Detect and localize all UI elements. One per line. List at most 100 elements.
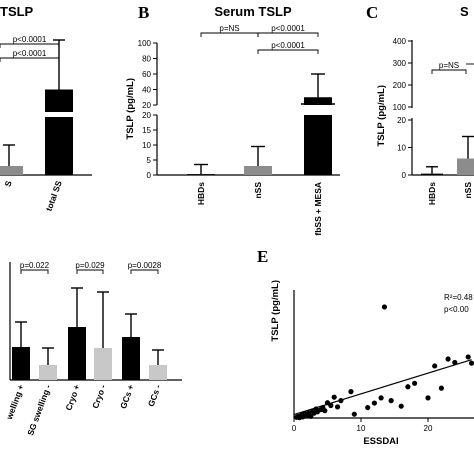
x-tick-label: GCs - — [146, 383, 163, 408]
significance-bracket — [200, 32, 259, 37]
significance-bracket — [20, 269, 49, 274]
y-tick-label: 15 — [142, 126, 151, 135]
x-tick-label: fbSS + MESA — [313, 182, 323, 236]
y-tick-label: 100 — [138, 39, 152, 48]
bar — [39, 365, 57, 380]
y-tick-label: 20 — [142, 111, 151, 120]
significance-bracket-label: p=NS — [439, 61, 459, 70]
data-point — [322, 408, 328, 414]
panel-title: TSLP — [0, 4, 34, 19]
data-point — [452, 359, 458, 366]
x-tick-label: Cryo + — [63, 383, 82, 412]
panel-c: C S 0 10 20 100 200 300 400 TSLP (pg/mL) HBDs nSS p=… — [366, 3, 474, 205]
y-tick-label: 20 — [142, 101, 151, 110]
axis-break-band — [302, 105, 334, 115]
significance-bracket — [0, 57, 60, 62]
data-point — [468, 360, 474, 366]
significance-bracket-label: p<0.0001 — [271, 41, 305, 50]
panel-a: TSLP S total SS p<0.0001 p<0.0001 — [0, 4, 92, 212]
x-tick-label: 0 — [292, 424, 297, 433]
x-tick-label: GCs + — [118, 383, 136, 410]
bar — [94, 348, 112, 380]
significance-bracket-label: p=NS — [219, 24, 239, 33]
y-tick-label: 60 — [142, 70, 151, 79]
axis-break-band — [44, 112, 76, 117]
significance-bracket — [257, 49, 319, 54]
data-point — [465, 354, 471, 360]
data-point — [371, 400, 377, 406]
y-tick-label: 40 — [142, 86, 151, 95]
significance-bracket — [0, 43, 60, 48]
data-point — [398, 403, 404, 409]
panel-e: E 0 10 20 ESSDAI TSLP (pg/mL) R²=0.48 p<0.00 — [257, 247, 474, 447]
panel-title: Serum TSLP — [214, 4, 292, 19]
data-point — [308, 413, 314, 419]
data-point — [365, 404, 371, 411]
panel-letter: C — [366, 3, 378, 22]
x-tick-label: Cryo - — [90, 383, 108, 410]
significance-bracket-label: p=0.022 — [20, 261, 50, 270]
x-tick-label: SG swelling - — [25, 383, 53, 437]
y-tick-label: 80 — [142, 55, 151, 64]
bar — [122, 337, 140, 380]
data-point — [334, 404, 341, 410]
y-tick-label: 0 — [402, 171, 407, 180]
bar — [421, 173, 443, 175]
y-tick-label: 400 — [393, 37, 407, 46]
x-tick-label: nSS — [253, 182, 263, 199]
data-point — [438, 385, 444, 391]
x-tick-label: total SS — [44, 179, 64, 212]
y-tick-label: 20 — [397, 116, 406, 125]
y-tick-label: 200 — [393, 81, 407, 90]
data-point — [348, 389, 354, 395]
bar — [45, 89, 73, 175]
panel-letter: B — [138, 3, 149, 22]
bar — [68, 327, 86, 380]
y-tick-label: 10 — [142, 141, 151, 150]
regression-line — [293, 359, 472, 416]
x-tick-label: S — [3, 179, 14, 188]
significance-bracket — [431, 69, 467, 74]
data-point — [351, 411, 357, 417]
bar — [244, 166, 272, 175]
data-point — [328, 402, 334, 409]
bar — [457, 158, 474, 175]
bar — [149, 365, 167, 380]
p-value-annotation: p<0.00 — [444, 305, 469, 314]
data-point — [425, 395, 431, 401]
x-tick-label: 20 — [424, 424, 433, 433]
significance-bracket-label: p=0.029 — [75, 261, 105, 270]
x-tick-label: welling + — [4, 383, 26, 421]
data-point — [412, 380, 418, 386]
panel-title: S — [460, 4, 469, 19]
y-tick-label: 10 — [397, 144, 406, 153]
x-axis-label: ESSDAI — [363, 436, 398, 447]
significance-bracket-label: p<0.0001 — [13, 49, 47, 58]
y-tick-label: 300 — [393, 59, 407, 68]
data-point — [445, 356, 451, 362]
y-tick-label: 0 — [147, 171, 152, 180]
x-tick-label: HBDs — [196, 182, 206, 205]
x-tick-label: HBDs — [427, 182, 437, 205]
r-squared-annotation: R²=0.48 — [444, 293, 473, 302]
data-point — [381, 304, 388, 310]
significance-bracket-label: p<0.0001 — [13, 35, 47, 44]
data-point — [388, 398, 394, 404]
bar — [12, 347, 30, 380]
significance-bracket-label: p<0.0001 — [271, 24, 305, 33]
data-point — [331, 394, 337, 400]
panel-letter: E — [257, 247, 268, 266]
y-axis-label: TSLP (pg/mL) — [270, 280, 281, 342]
data-point — [405, 384, 411, 390]
panel-d: welling + SG swelling - Cryo + Cryo - GCs + G… — [4, 261, 182, 437]
x-tick-label: nSS — [463, 182, 473, 199]
significance-bracket — [257, 32, 319, 37]
significance-bracket-label: p=0.0028 — [128, 261, 162, 270]
data-point — [432, 363, 438, 369]
bar — [0, 166, 23, 175]
significance-bracket — [130, 269, 159, 274]
data-point — [378, 395, 384, 401]
y-tick-label: 5 — [147, 156, 152, 165]
bar — [187, 174, 215, 175]
